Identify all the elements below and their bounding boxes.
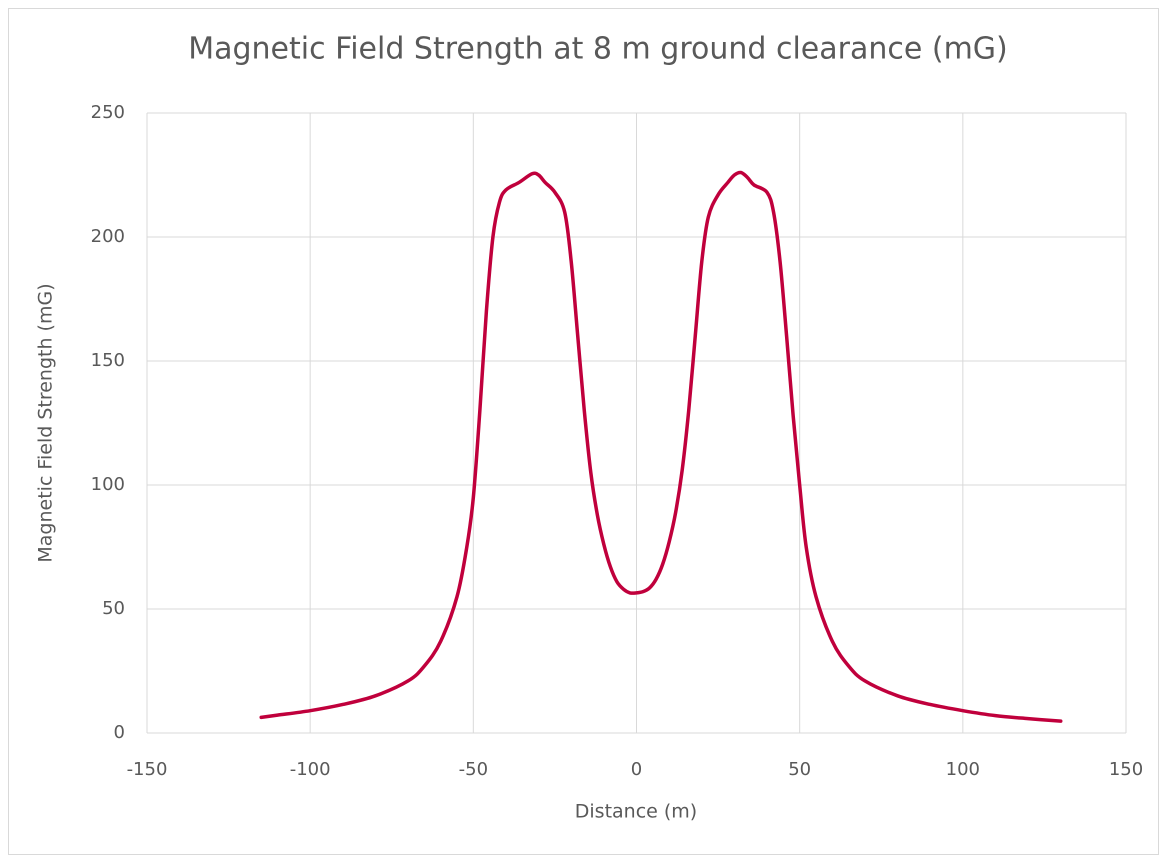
y-tick-label: 150: [91, 350, 125, 371]
x-tick-label: 0: [631, 759, 642, 780]
y-tick-label: 100: [91, 474, 125, 495]
x-tick-label: 150: [1109, 759, 1143, 780]
y-tick-label: 0: [114, 722, 125, 743]
x-tick-label: 50: [788, 759, 811, 780]
x-axis-label: Distance (m): [575, 801, 697, 823]
x-tick-label: -50: [459, 759, 488, 780]
y-axis-label: Magnetic Field Strength (mG): [35, 283, 57, 562]
chart-title: Magnetic Field Strength at 8 m ground cl…: [188, 32, 1008, 67]
chart-frame: [8, 8, 1159, 855]
x-tick-label: -150: [127, 759, 168, 780]
x-tick-label: 100: [946, 759, 980, 780]
y-tick-label: 200: [91, 226, 125, 247]
y-tick-label: 250: [91, 102, 125, 123]
y-tick-label: 50: [102, 598, 125, 619]
x-tick-label: -100: [290, 759, 331, 780]
data-line: [259, 170, 1063, 723]
